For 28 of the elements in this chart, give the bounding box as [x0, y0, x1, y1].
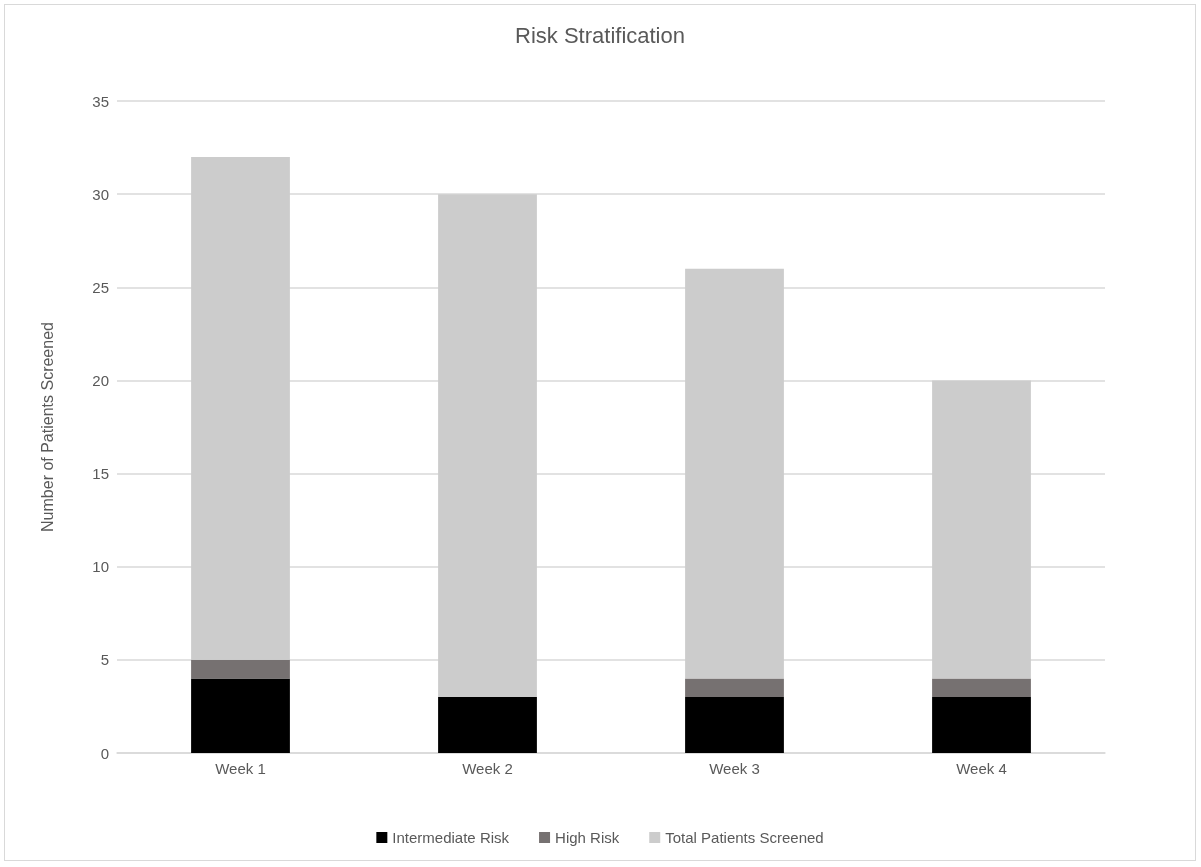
- y-tick-label: 25: [92, 278, 109, 296]
- bar: [191, 156, 290, 660]
- chart-title: Risk Stratification: [515, 22, 685, 48]
- y-tick-label: 15: [92, 465, 109, 483]
- bar: [191, 659, 290, 679]
- y-axis-title: Number of Patients Screened: [38, 322, 56, 532]
- bar: [685, 268, 784, 679]
- bar: [438, 697, 537, 753]
- bar: [932, 678, 1031, 698]
- bar: [191, 678, 290, 753]
- y-tick-label: 20: [92, 371, 109, 389]
- bar: [685, 697, 784, 753]
- bar: [685, 678, 784, 698]
- x-tick-label: Week 1: [215, 760, 266, 777]
- legend-label: High Risk: [555, 829, 620, 846]
- legend-label: Total Patients Screened: [665, 829, 824, 846]
- x-tick-label: Week 2: [462, 760, 513, 777]
- bar: [438, 194, 537, 698]
- bar: [932, 697, 1031, 753]
- legend-label: Intermediate Risk: [392, 829, 510, 846]
- y-tick-label: 35: [92, 92, 109, 110]
- y-tick-label: 0: [100, 744, 109, 762]
- y-tick-label: 30: [92, 185, 109, 203]
- x-tick-label: Week 4: [956, 760, 1007, 777]
- y-tick-label: 10: [92, 558, 109, 576]
- x-tick-label: Week 3: [709, 760, 760, 777]
- bar: [932, 380, 1031, 679]
- y-tick-label: 5: [100, 651, 109, 669]
